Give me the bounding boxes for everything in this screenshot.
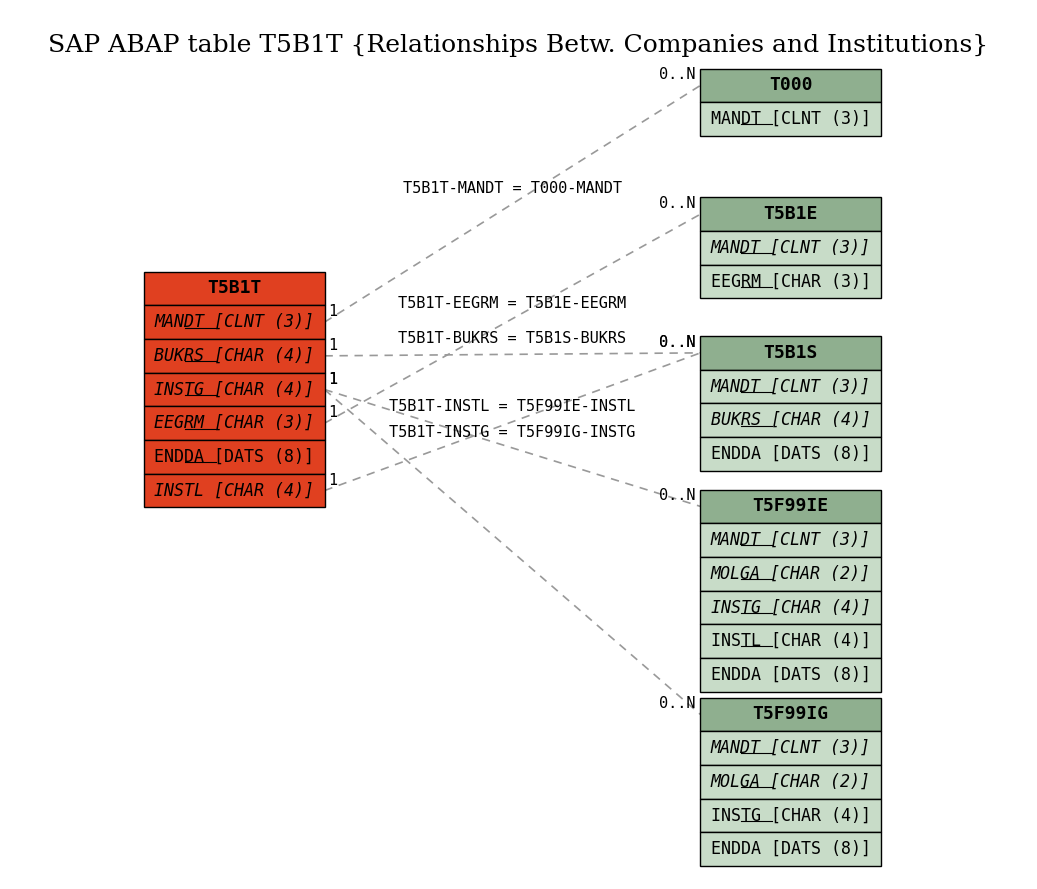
Text: ENDDA [DATS (8)]: ENDDA [DATS (8)] (155, 448, 314, 466)
Bar (700, 658, 881, 692)
Bar (144, 305, 325, 339)
Text: SAP ABAP table T5B1T {Relationships Betw. Companies and Institutions}: SAP ABAP table T5B1T {Relationships Betw… (49, 34, 988, 57)
Bar (144, 372, 325, 406)
Text: ENDDA [DATS (8)]: ENDDA [DATS (8)] (710, 666, 871, 684)
Bar (700, 557, 881, 590)
Bar (700, 490, 881, 524)
Text: 0..N: 0..N (660, 335, 696, 350)
Text: 1: 1 (328, 473, 337, 487)
Text: T5B1T-MANDT = T000-MANDT: T5B1T-MANDT = T000-MANDT (403, 180, 622, 196)
Text: T5B1E: T5B1E (763, 205, 818, 223)
Bar (700, 231, 881, 265)
Text: EEGRM [CHAR (3)]: EEGRM [CHAR (3)] (155, 414, 314, 432)
Bar (144, 474, 325, 508)
Text: ENDDA [DATS (8)]: ENDDA [DATS (8)] (710, 840, 871, 858)
Bar (700, 197, 881, 231)
Bar (700, 437, 881, 471)
Text: MOLGA [CHAR (2)]: MOLGA [CHAR (2)] (710, 773, 871, 791)
Text: T5B1T-EEGRM = T5B1E-EEGRM: T5B1T-EEGRM = T5B1E-EEGRM (398, 296, 626, 311)
Text: 0..N: 0..N (660, 196, 696, 212)
Text: 1: 1 (328, 338, 337, 353)
Text: 1: 1 (328, 304, 337, 319)
Text: T5B1T: T5B1T (207, 279, 261, 298)
Text: INSTL [CHAR (4)]: INSTL [CHAR (4)] (710, 632, 871, 650)
Text: BUKRS [CHAR (4)]: BUKRS [CHAR (4)] (710, 412, 871, 429)
Text: 0..N: 0..N (660, 335, 696, 350)
Bar (700, 370, 881, 404)
Text: ENDDA [DATS (8)]: ENDDA [DATS (8)] (710, 444, 871, 463)
Bar (700, 102, 881, 136)
Bar (700, 404, 881, 437)
Bar (700, 68, 881, 102)
Bar (144, 406, 325, 440)
Bar (700, 732, 881, 765)
Text: 1: 1 (328, 372, 337, 387)
Text: INSTG [CHAR (4)]: INSTG [CHAR (4)] (155, 380, 314, 398)
Bar (700, 590, 881, 624)
Bar (700, 698, 881, 732)
Bar (144, 272, 325, 305)
Text: MANDT [CLNT (3)]: MANDT [CLNT (3)] (710, 239, 871, 257)
Bar (700, 624, 881, 658)
Text: MANDT [CLNT (3)]: MANDT [CLNT (3)] (710, 110, 871, 128)
Text: T5B1S: T5B1S (763, 344, 818, 362)
Text: MANDT [CLNT (3)]: MANDT [CLNT (3)] (710, 378, 871, 396)
Text: T5F99IG: T5F99IG (753, 706, 829, 724)
Text: T5B1T-INSTG = T5F99IG-INSTG: T5B1T-INSTG = T5F99IG-INSTG (389, 425, 636, 440)
Text: 0..N: 0..N (660, 68, 696, 83)
Text: MANDT [CLNT (3)]: MANDT [CLNT (3)] (710, 739, 871, 757)
Text: MOLGA [CHAR (2)]: MOLGA [CHAR (2)] (710, 565, 871, 583)
Text: 1: 1 (328, 405, 337, 420)
Bar (144, 339, 325, 372)
Text: MANDT [CLNT (3)]: MANDT [CLNT (3)] (710, 531, 871, 549)
Text: INSTL [CHAR (4)]: INSTL [CHAR (4)] (155, 482, 314, 500)
Bar (144, 440, 325, 474)
Bar (700, 336, 881, 370)
Bar (700, 524, 881, 557)
Bar (700, 765, 881, 798)
Text: MANDT [CLNT (3)]: MANDT [CLNT (3)] (155, 313, 314, 332)
Text: T5F99IE: T5F99IE (753, 498, 829, 516)
Text: INSTG [CHAR (4)]: INSTG [CHAR (4)] (710, 806, 871, 824)
Text: 0..N: 0..N (660, 488, 696, 503)
Text: T5B1T-BUKRS = T5B1S-BUKRS: T5B1T-BUKRS = T5B1S-BUKRS (398, 332, 626, 347)
Bar (700, 265, 881, 299)
Bar (700, 798, 881, 832)
Text: INSTG [CHAR (4)]: INSTG [CHAR (4)] (710, 598, 871, 616)
Text: T5B1T-INSTL = T5F99IE-INSTL: T5B1T-INSTL = T5F99IE-INSTL (389, 399, 636, 413)
Text: EEGRM [CHAR (3)]: EEGRM [CHAR (3)] (710, 273, 871, 291)
Bar (700, 832, 881, 866)
Text: 0..N: 0..N (660, 696, 696, 711)
Text: T000: T000 (769, 76, 813, 94)
Text: 1: 1 (328, 372, 337, 387)
Text: BUKRS [CHAR (4)]: BUKRS [CHAR (4)] (155, 347, 314, 364)
